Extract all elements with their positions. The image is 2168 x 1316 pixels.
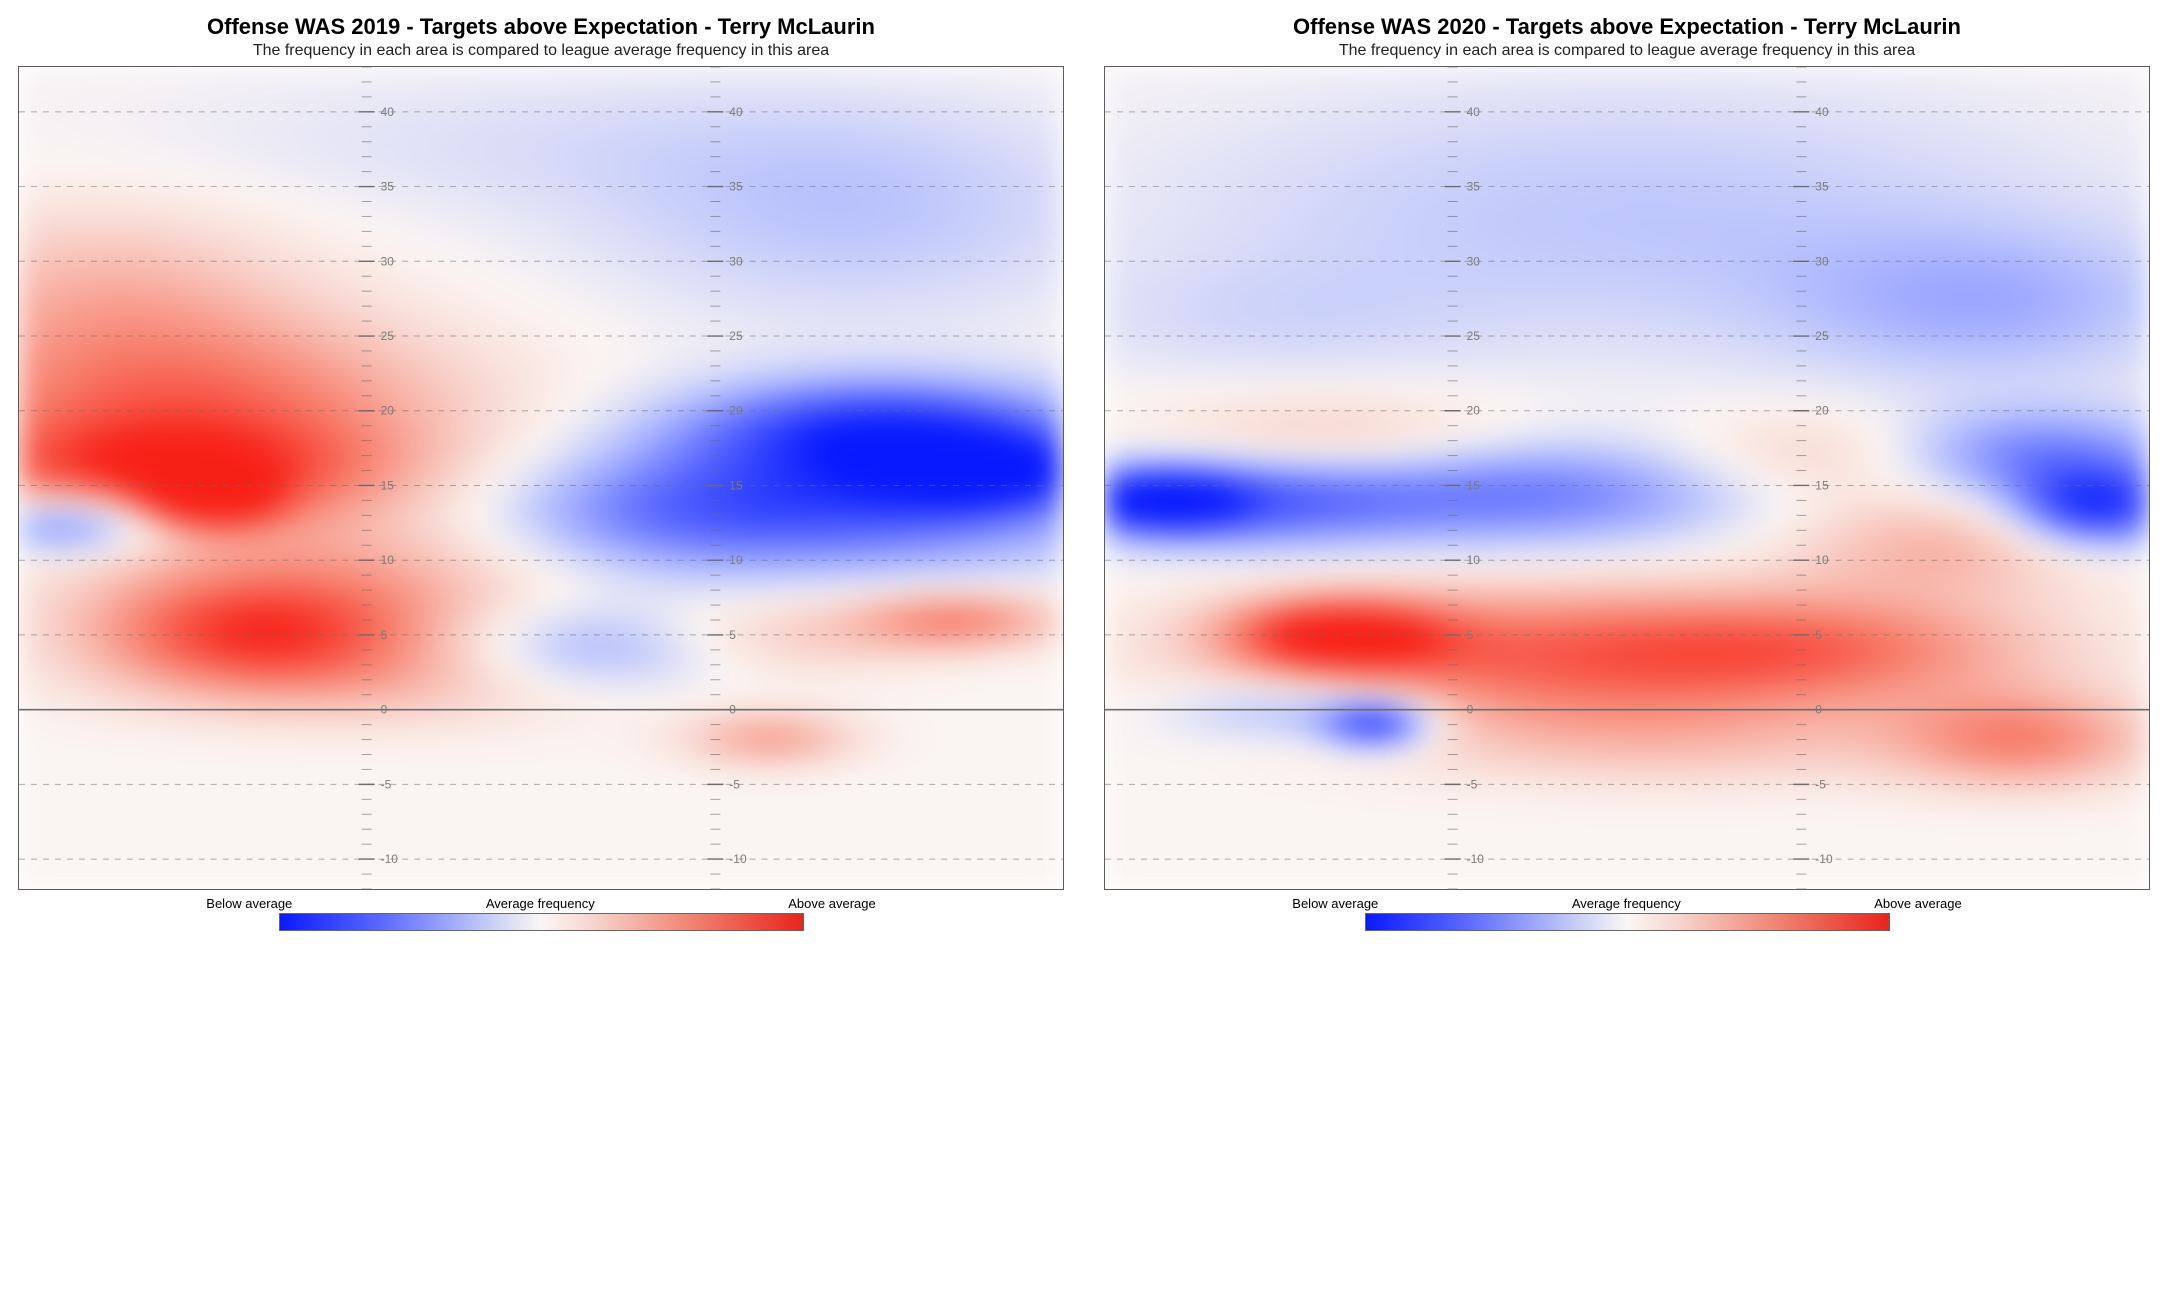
colorbar-label-mid: Average frequency <box>486 896 595 911</box>
panel-2019: Offense WAS 2019 - Targets above Expecta… <box>18 14 1064 931</box>
panel-title: Offense WAS 2020 - Targets above Expecta… <box>1104 14 2150 40</box>
chart-pair: Offense WAS 2019 - Targets above Expecta… <box>0 0 2168 941</box>
heatmap-frame: -10-50510152025303540-10-505101520253035… <box>18 66 1064 890</box>
colorbar: Below average Average frequency Above av… <box>1104 896 2150 931</box>
colorbar: Below average Average frequency Above av… <box>18 896 1064 931</box>
colorbar-label-above: Above average <box>788 896 875 911</box>
colorbar-label-below: Below average <box>1292 896 1378 911</box>
colorbar-label-mid: Average frequency <box>1572 896 1681 911</box>
heatmap-canvas <box>19 67 1063 889</box>
panel-subtitle: The frequency in each area is compared t… <box>1104 42 2150 60</box>
colorbar-gradient <box>279 913 804 931</box>
colorbar-label-below: Below average <box>206 896 292 911</box>
panel-2020: Offense WAS 2020 - Targets above Expecta… <box>1104 14 2150 931</box>
heatmap-canvas <box>1105 67 2149 889</box>
panel-subtitle: The frequency in each area is compared t… <box>18 42 1064 60</box>
colorbar-gradient <box>1365 913 1890 931</box>
heatmap-frame: -10-50510152025303540-10-505101520253035… <box>1104 66 2150 890</box>
colorbar-label-above: Above average <box>1874 896 1961 911</box>
panel-title: Offense WAS 2019 - Targets above Expecta… <box>18 14 1064 40</box>
